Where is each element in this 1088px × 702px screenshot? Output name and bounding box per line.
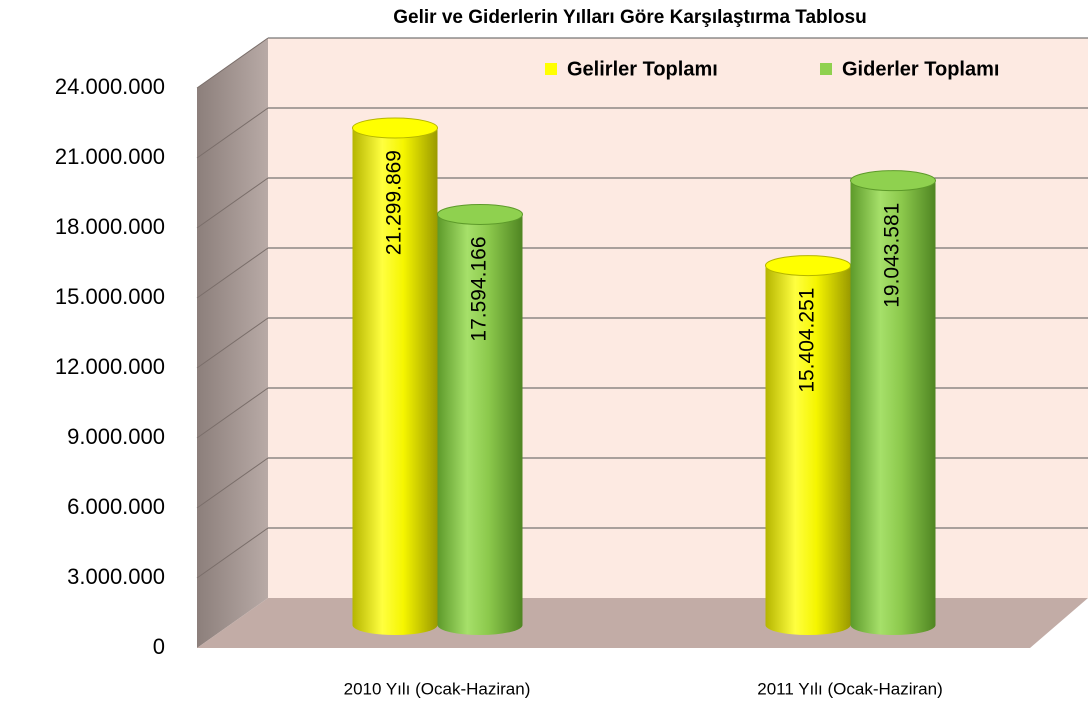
bar [437,214,523,635]
y-tick-label: 0 [153,634,165,659]
bar [850,180,936,635]
grid-line-side [196,177,269,229]
y-tick-label: 15.000.000 [55,284,165,309]
y-tick-label: 9.000.000 [67,424,165,449]
y-tick-label: 3.000.000 [67,564,165,589]
y-tick-label: 18.000.000 [55,214,165,239]
legend-swatch [820,63,832,75]
data-label: 19.043.581 [881,203,904,308]
legend-swatch [545,63,557,75]
bar-top [765,255,851,277]
y-tick-label: 21.000.000 [55,144,165,169]
data-label: 15.404.251 [796,288,819,393]
grid-line-side [196,247,269,299]
grid-line-side [196,387,269,439]
bar-top [352,117,438,139]
y-tick-label: 12.000.000 [55,354,165,379]
y-tick-label: 6.000.000 [67,494,165,519]
x-tick-label: 2011 Yılı (Ocak-Haziran) [757,679,943,698]
bar-top [437,203,523,225]
x-tick-label: 2010 Yılı (Ocak-Haziran) [344,679,531,698]
floor [197,598,1088,648]
grid-line-side [196,107,269,159]
grid-line-side [196,37,269,89]
legend-label: Giderler Toplamı [842,58,999,80]
legend-label: Gelirler Toplamı [567,58,718,80]
data-label: 17.594.166 [468,236,491,341]
bar [352,128,438,635]
data-label: 21.299.869 [383,150,406,255]
y-tick-label: 24.000.000 [55,74,165,99]
bar [765,265,851,635]
bar-top [850,170,936,192]
chart-title: Gelir ve Giderlerin Yılları Göre Karşıla… [393,7,866,28]
grid-line-side [196,527,269,579]
grid-line-side [196,317,269,369]
grid-line-side [196,457,269,509]
